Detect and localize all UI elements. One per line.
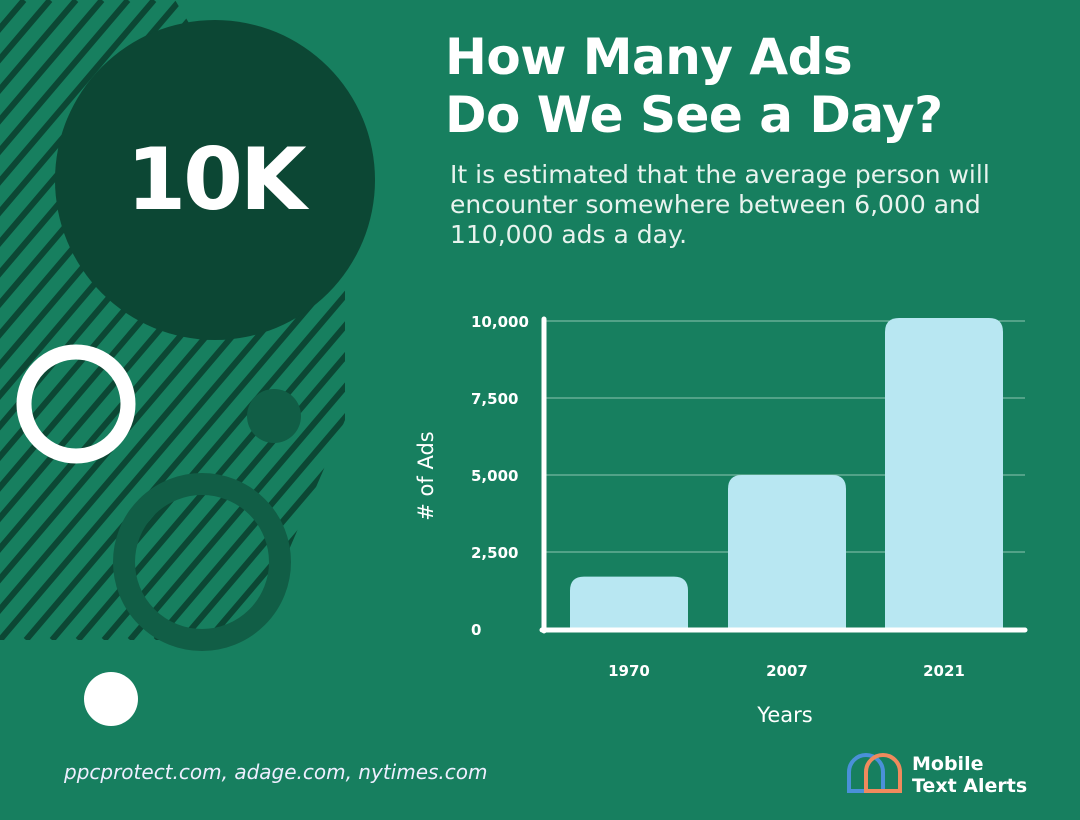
title-line-2: Do We See a Day?	[445, 86, 943, 144]
y-tick-label: 2,500	[471, 544, 518, 562]
page-title: How Many Ads Do We See a Day?	[445, 28, 943, 144]
y-tick-label: 7,500	[471, 390, 518, 408]
big-number-circle: 10K	[55, 20, 375, 340]
stripe	[0, 0, 157, 640]
dark-ring	[113, 473, 291, 651]
subtitle: It is estimated that the average person …	[450, 160, 990, 249]
brand-line-1: Mobile	[912, 753, 984, 775]
stripe	[127, 0, 345, 640]
x-tick-label: 2021	[923, 662, 965, 680]
white-ring	[16, 344, 136, 464]
stripe	[49, 0, 345, 640]
stripe	[0, 0, 105, 640]
small-dark-dot	[247, 389, 301, 443]
mobile-text-alerts-logo-icon	[847, 753, 902, 793]
big-number: 10K	[126, 130, 306, 230]
bar-2021	[885, 318, 1003, 629]
stripe	[101, 0, 345, 640]
brand-name: Mobile Text Alerts	[912, 753, 1027, 797]
y-tick-label: 5,000	[471, 467, 518, 485]
title-line-1: How Many Ads	[445, 28, 853, 86]
x-tick-label: 2007	[766, 662, 808, 680]
x-tick-label: 1970	[608, 662, 650, 680]
bar-2007	[728, 475, 846, 629]
stripe	[23, 0, 345, 640]
x-axis-label: Years	[756, 703, 812, 727]
source-text: ppcprotect.com, adage.com, nytimes.com	[64, 760, 488, 784]
y-axis-label: # of Ads	[414, 431, 438, 520]
stripe	[0, 0, 131, 640]
brand-line-2: Text Alerts	[912, 775, 1028, 797]
bar-1970	[570, 576, 688, 629]
stripe	[75, 0, 345, 640]
white-dot	[84, 672, 138, 726]
y-tick-label: 0	[471, 621, 481, 639]
stripe	[153, 0, 345, 640]
y-tick-label: 10,000	[471, 313, 529, 331]
